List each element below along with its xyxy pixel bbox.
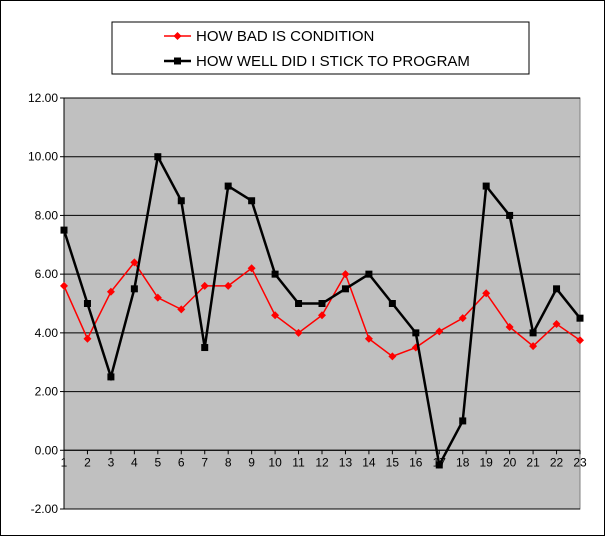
data-point-diamond [177,305,186,314]
data-point-square [318,300,326,307]
data-point-square [83,300,91,307]
data-point-square [412,329,420,337]
x-tick-label: 20 [503,455,517,469]
data-point-square [341,285,349,293]
x-tick-label: 16 [409,455,423,469]
y-tick-label: 6.00 [35,267,59,281]
x-tick-label: 2 [84,455,91,469]
series-layer [60,152,584,469]
data-point-diamond [435,327,444,336]
y-tick-label: 10.00 [28,150,58,164]
y-tick-label: 8.00 [35,208,59,222]
legend-label: HOW WELL DID I STICK TO PROGRAM [196,53,470,70]
data-point-square [177,197,185,205]
x-tick-label: 3 [108,455,115,469]
data-point-diamond [552,320,561,329]
legend-box [111,21,530,75]
data-point-diamond [200,281,209,290]
x-tick-label: 11 [292,455,305,469]
series-2 [60,152,584,469]
data-point-diamond [60,281,68,290]
data-point-diamond [341,270,350,279]
data-point-square [154,153,162,161]
data-point-square [130,285,138,293]
data-point-square [295,300,303,307]
x-tick-label: 19 [480,455,494,469]
data-point-square [435,461,443,469]
data-point-diamond [173,32,182,40]
y-tick-label: 0.00 [35,443,59,457]
y-tick-label: -2.00 [31,502,59,516]
data-point-diamond [482,289,491,298]
data-point-square [271,270,279,278]
data-point-square [107,373,115,381]
x-tick-label: 8 [225,455,232,469]
x-tick-label: 14 [362,455,376,469]
x-tick-label: 5 [154,455,161,469]
data-point-square [482,182,490,190]
data-point-diamond [247,264,256,273]
data-point-diamond [83,334,92,343]
data-point-diamond [224,281,233,290]
x-tick-label: 1 [61,455,68,469]
data-point-square [576,314,584,322]
legend-item: HOW WELL DID I STICK TO PROGRAM [164,53,470,70]
x-tick-label: 12 [315,455,329,469]
x-tick-label: 23 [573,455,587,469]
y-tick-label: 4.00 [35,326,59,340]
data-point-square [529,329,537,337]
x-tick-label: 18 [456,455,470,469]
series-1 [60,258,584,361]
x-tick-label: 7 [201,455,208,469]
data-point-diamond [106,287,115,296]
legend-item: HOW BAD IS CONDITION [164,28,374,45]
x-tick-label: 22 [550,455,564,469]
data-point-square [388,300,396,307]
data-point-square [174,57,181,65]
x-tick-label: 6 [178,455,185,469]
data-point-square [459,417,467,425]
legend-label: HOW BAD IS CONDITION [196,28,374,45]
data-point-diamond [318,311,326,320]
data-point-square [553,285,561,293]
data-point-diamond [388,352,397,361]
data-point-diamond [529,342,538,351]
data-point-diamond [130,258,139,267]
data-point-diamond [576,336,584,345]
data-point-diamond [153,293,162,302]
data-point-diamond [364,334,373,343]
data-point-square [201,344,209,352]
x-tick-label: 10 [268,455,282,469]
data-point-square [224,182,232,190]
data-point-diamond [458,314,467,323]
x-tick-label: 4 [131,455,138,469]
data-point-square [60,226,68,234]
x-tick-label: 15 [386,455,400,469]
data-point-diamond [271,311,280,320]
data-point-square [248,197,256,205]
y-tick-label: 12.00 [28,91,58,105]
data-point-diamond [294,328,303,337]
data-point-square [365,270,373,278]
x-tick-label: 9 [248,455,255,469]
y-tick-label: 2.00 [35,385,59,399]
x-tick-label: 13 [339,455,353,469]
data-point-square [506,211,514,219]
data-point-diamond [505,322,514,331]
x-tick-label: 21 [526,455,540,469]
legend: HOW BAD IS CONDITION HOW WELL DID I STICK… [111,21,530,75]
